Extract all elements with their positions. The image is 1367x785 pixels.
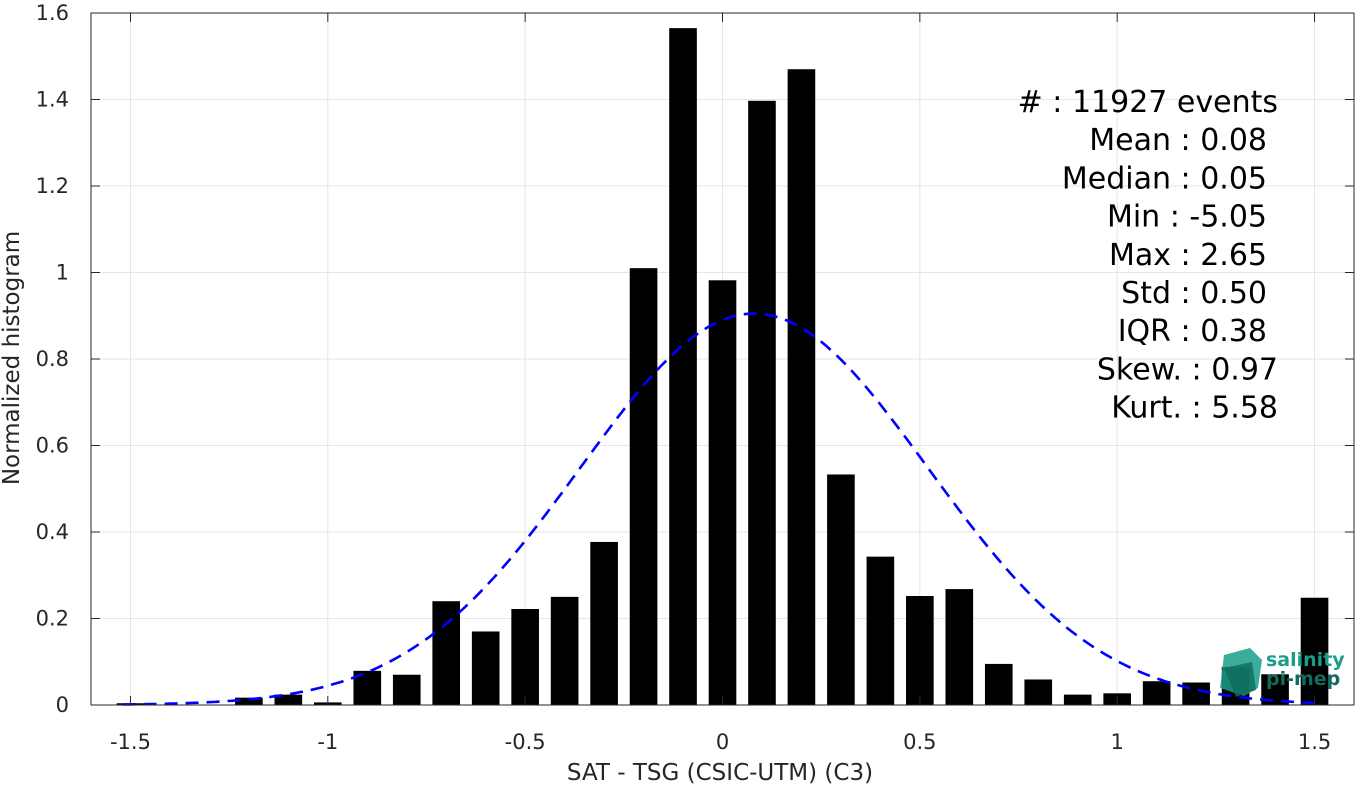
bar-27 (1182, 682, 1210, 705)
y-tick-label-3: 0.6 (36, 434, 69, 458)
stat-line-1: Mean : 0.08 (1089, 123, 1267, 158)
x-axis-title: SAT - TSG (CSIC-UTM) (C3) (567, 760, 873, 785)
bar-18 (827, 474, 855, 705)
bar-9 (471, 631, 500, 705)
histogram-bars (116, 28, 1329, 706)
logo-line2: pi-mep (1266, 668, 1340, 690)
y-tick-label-5: 1 (56, 261, 69, 285)
y-tick-label-7: 1.4 (36, 88, 69, 112)
x-tick-label-5: 1 (1111, 730, 1124, 754)
stat-line-3: Min : -5.05 (1107, 200, 1267, 235)
bar-16 (748, 100, 776, 706)
bar-7 (392, 674, 421, 705)
stat-line-2: Median : 0.05 (1062, 161, 1267, 196)
bar-20 (906, 596, 934, 705)
stat-line-4: Max : 2.65 (1109, 238, 1267, 273)
y-axis-title: Normalized histogram (0, 231, 25, 485)
bar-21 (945, 589, 974, 705)
x-tick-label-2: -0.5 (505, 730, 546, 754)
bar-26 (1142, 681, 1171, 705)
bar-23 (1024, 679, 1053, 705)
x-tick-label-6: 1.5 (1298, 730, 1331, 754)
bar-8 (432, 601, 461, 705)
stat-line-6: IQR : 0.38 (1118, 314, 1267, 349)
salinity-pimep-logo: salinity pi-mep (1220, 648, 1345, 697)
bar-17 (787, 69, 816, 706)
bar-14 (669, 28, 697, 705)
bar-30 (1300, 597, 1329, 705)
bar-15 (708, 280, 737, 705)
x-tick-label-1: -1 (317, 730, 338, 754)
bar-4 (274, 694, 303, 705)
y-tick-label-2: 0.4 (36, 520, 69, 544)
bar-12 (590, 541, 618, 705)
y-tick-label-1: 0.2 (36, 607, 69, 631)
grid-lines (91, 12, 1354, 706)
y-tick-labels: 0 0.2 0.4 0.6 0.8 1 1.2 1.4 1.6 (36, 1, 69, 717)
x-tick-label-3: 0 (716, 730, 729, 754)
bar-19 (866, 556, 895, 705)
bar-10 (511, 608, 539, 705)
bar-3 (235, 697, 263, 705)
y-tick-label-6: 1.2 (36, 174, 69, 198)
bar-13 (629, 268, 658, 705)
logo-line1: salinity (1266, 649, 1345, 671)
y-tick-label-4: 0.8 (36, 347, 69, 371)
stat-line-8: Kurt. : 5.58 (1111, 391, 1278, 426)
y-tick-label-0: 0 (56, 693, 69, 717)
x-tick-label-0: -1.5 (110, 730, 151, 754)
logo-mark-shade (1224, 662, 1256, 697)
stat-line-7: Skew. : 0.97 (1097, 352, 1278, 387)
stat-line-5: Std : 0.50 (1121, 276, 1267, 311)
stat-line-0: # : 11927 events (1018, 85, 1278, 120)
x-tick-labels: -1.5 -1 -0.5 0 0.5 1 1.5 (110, 730, 1331, 754)
bar-11 (550, 596, 579, 705)
bar-22 (984, 663, 1013, 705)
y-tick-label-8: 1.6 (36, 1, 69, 25)
bar-24 (1063, 694, 1092, 705)
axis-ticks (91, 12, 1354, 706)
x-tick-label-4: 0.5 (903, 730, 936, 754)
normal-fit-curve (122, 312, 1323, 706)
